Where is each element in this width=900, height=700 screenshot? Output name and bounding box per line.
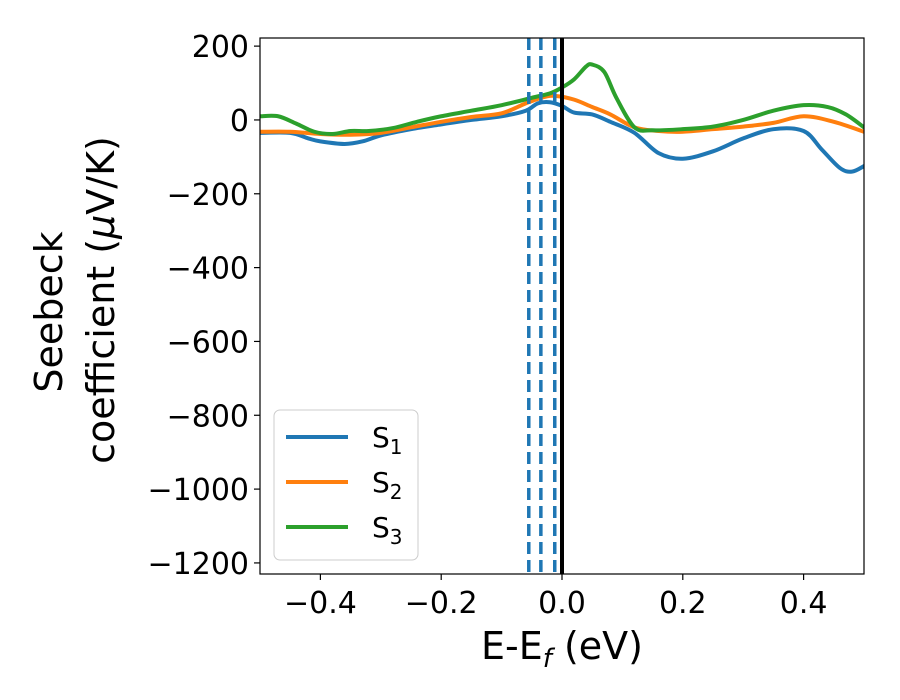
y-tick-label: −800	[167, 399, 249, 434]
x-axis-ticks: −0.4 −0.2 0.0 0.2 0.4	[284, 574, 827, 621]
y-axis-ticks: 200 0 −200 −400 −600 −800 −1000 −1200	[148, 30, 260, 582]
legend: S1 S2 S3	[273, 409, 419, 561]
y-axis-title: Seebeck coefficient (μV/K)	[27, 136, 123, 464]
y-tick-label: −400	[167, 252, 249, 287]
legend-box	[273, 409, 419, 561]
y-tick-label: 0	[230, 104, 249, 139]
y-tick-label: −200	[167, 178, 249, 213]
y-tick-label: −600	[167, 325, 249, 360]
series-line-s3	[260, 62, 864, 136]
x-tick-label: 0.2	[659, 586, 707, 621]
x-tick-label: −0.2	[405, 586, 478, 621]
y-tick-label: −1200	[148, 547, 249, 582]
vline-layer	[527, 38, 564, 574]
x-axis-title: E-Ef (eV)	[481, 624, 643, 674]
y-tick-label: −1000	[148, 473, 249, 508]
legend-label-s3: S3	[372, 511, 403, 549]
legend-label-s2: S2	[372, 466, 403, 504]
legend-label-s1: S1	[372, 421, 403, 459]
x-tick-label: 0.4	[780, 586, 828, 621]
y-axis-title-line1: Seebeck	[27, 231, 71, 392]
x-tick-label: −0.4	[284, 586, 357, 621]
x-tick-label: 0.0	[538, 586, 586, 621]
y-axis-title-line2: coefficient (μV/K)	[79, 136, 123, 464]
series-line-s2	[260, 93, 864, 137]
y-tick-label: 200	[192, 30, 249, 65]
